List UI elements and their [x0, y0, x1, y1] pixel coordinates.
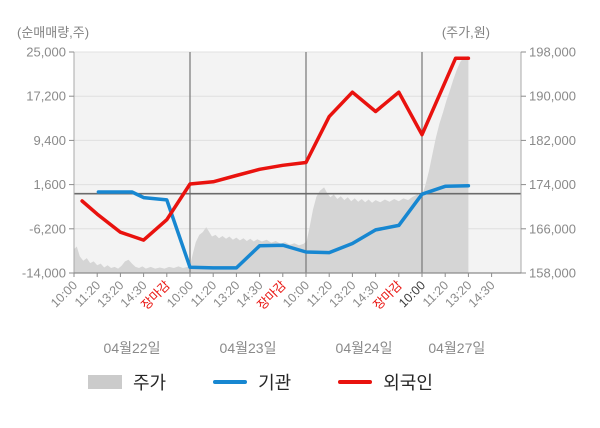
left-axis-tick-label: 25,000: [26, 45, 66, 60]
legend-label: 외국인: [383, 373, 433, 393]
day-label: 04월22일: [104, 340, 161, 356]
legend-item-주가[interactable]: 주가: [88, 369, 166, 395]
line-swatch-icon: [338, 380, 373, 384]
right-axis-tick-label: 198,000: [529, 45, 576, 60]
price-area: [74, 55, 469, 274]
left-axis-tick-label: 1,600: [33, 177, 66, 192]
x-tick-label: 10:00: [280, 278, 312, 310]
foreigner-line: [80, 56, 471, 242]
right-axis-tick-label: 174,000: [529, 177, 576, 192]
legend-label: 기관: [258, 373, 292, 393]
left-axis-tick-label: -14,000: [22, 266, 66, 281]
left-axis-tick-label: 17,200: [26, 89, 66, 104]
institution-line: [96, 183, 471, 270]
line-swatch-icon: [213, 380, 248, 384]
right-axis-tick-label: 166,000: [529, 221, 576, 236]
right-axis-tick-label: 182,000: [529, 133, 576, 148]
right-axis-tick-label: 158,000: [529, 266, 576, 281]
legend-label: 주가: [133, 373, 167, 393]
day-label: 04월24일: [336, 340, 393, 356]
left-axis-title: (순매매량,주): [17, 25, 90, 40]
legend-item-외국인[interactable]: 외국인: [338, 369, 433, 395]
day-label: 04월27일: [428, 340, 485, 356]
left-axis-tick-label: 9,400: [33, 133, 66, 148]
x-tick-label: 10:00: [164, 278, 196, 310]
right-axis-tick-label: 190,000: [529, 89, 576, 104]
area-swatch-icon: [88, 375, 122, 389]
legend-item-기관[interactable]: 기관: [213, 369, 291, 395]
day-label: 04월23일: [220, 340, 277, 356]
x-tick-label: 14:30: [466, 278, 498, 310]
chart-canvas: 25,000 17,200 9,400 1,600 -6,200 -14,000 198,0…: [22, 45, 576, 357]
right-axis-title: (주가,원): [441, 25, 490, 40]
legend: 주가 기관 외국인: [0, 369, 600, 395]
left-axis-tick-label: -6,200: [29, 221, 66, 236]
x-tick-label: 10:00: [396, 278, 428, 310]
x-tick-label: 10:00: [48, 278, 80, 310]
